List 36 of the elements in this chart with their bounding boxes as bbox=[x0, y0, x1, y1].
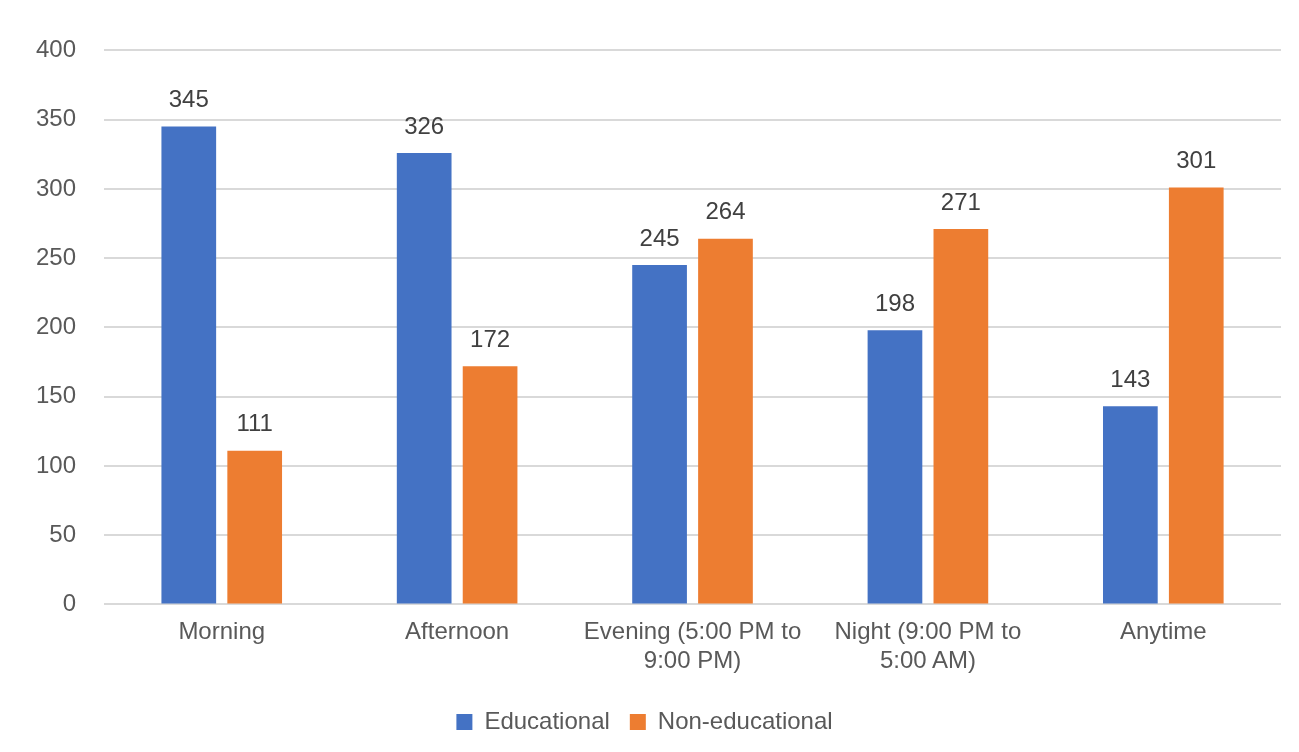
legend-label: Non-educational bbox=[657, 706, 833, 734]
legend-label: Educational bbox=[484, 706, 610, 734]
data-label: 198 bbox=[874, 288, 915, 316]
x-tick-label: Afternoon bbox=[405, 617, 510, 645]
data-label: 264 bbox=[705, 197, 746, 225]
y-tick-label: 300 bbox=[36, 173, 77, 201]
y-tick-label: 0 bbox=[62, 589, 77, 617]
bar bbox=[698, 238, 753, 604]
data-label: 172 bbox=[470, 324, 511, 352]
bar bbox=[632, 265, 687, 604]
y-tick-label: 350 bbox=[36, 104, 77, 132]
data-label: 301 bbox=[1176, 146, 1217, 174]
bar bbox=[867, 330, 923, 604]
bar bbox=[1168, 187, 1224, 604]
data-label: 271 bbox=[940, 187, 981, 215]
y-tick-label: 250 bbox=[36, 242, 77, 270]
bar bbox=[933, 229, 989, 604]
x-tick-label: Anytime bbox=[1119, 617, 1207, 645]
x-tick-label: Morning bbox=[178, 617, 266, 645]
x-tick-label: Evening (5:00 PM to 9:00 PM) bbox=[583, 617, 802, 674]
bar bbox=[161, 126, 217, 604]
y-tick-label: 400 bbox=[36, 35, 77, 63]
y-tick-label: 150 bbox=[36, 381, 77, 409]
data-label: 245 bbox=[639, 223, 680, 251]
data-label: 326 bbox=[404, 111, 445, 139]
bar bbox=[227, 450, 283, 604]
y-tick-label: 100 bbox=[36, 450, 77, 478]
y-tick-label: 50 bbox=[49, 519, 77, 547]
bar bbox=[396, 152, 452, 604]
data-label: 345 bbox=[168, 85, 209, 113]
x-tick-label: Night (9:00 PM to 5:00 AM) bbox=[834, 617, 1022, 674]
bar bbox=[462, 366, 518, 604]
data-label: 143 bbox=[1110, 364, 1151, 392]
data-label: 111 bbox=[236, 409, 273, 437]
bar bbox=[1103, 406, 1158, 604]
y-tick-label: 200 bbox=[36, 312, 77, 340]
